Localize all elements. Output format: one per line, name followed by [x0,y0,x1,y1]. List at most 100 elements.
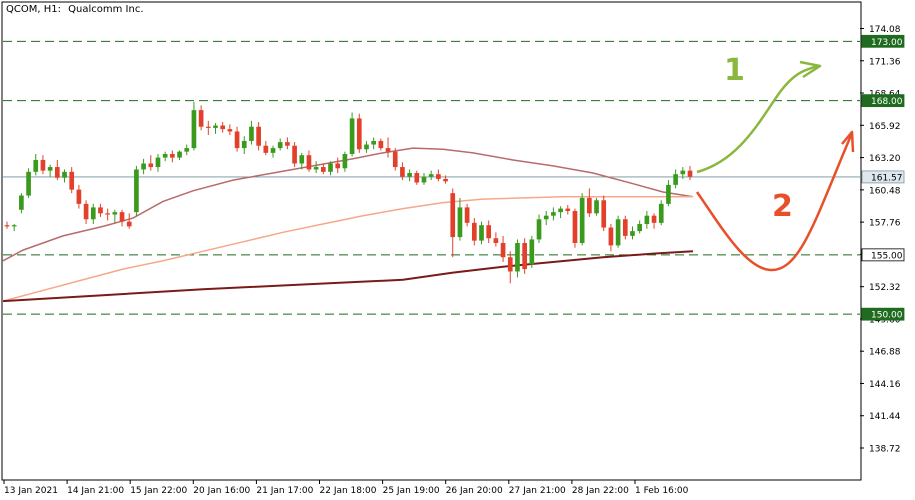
candle [119,209,125,227]
candle [680,167,686,179]
candle-body [421,176,427,183]
candle-body [565,208,571,211]
candle [536,214,542,243]
time-tick-label-10: 1 Feb 16:00 [635,486,689,496]
candle [241,136,247,155]
candle-body [522,242,527,270]
candle [673,169,678,189]
price-tick-label-6: 157.76 [869,219,901,229]
candle [112,209,118,223]
candle-body [443,178,448,182]
candle [601,195,607,232]
time-axis: 13 Jan 2021 14 Jan 21:00 15 Jan 22:00 20 Ja… [3,480,689,496]
candle-body [587,197,592,214]
candle [26,168,31,198]
scenario-annotations: 1 2 [695,53,855,272]
price-label-text-4: 150.00 [871,311,903,321]
candle [436,169,441,182]
candle [615,215,621,248]
candle-body [126,221,132,227]
price-tick-label-13: 138.72 [869,445,901,455]
candle-body [177,151,182,158]
candle-body [457,207,463,238]
candle [428,170,434,181]
candle-body [198,110,204,127]
candle-body [601,200,607,228]
price-label: 161.57 [861,170,905,183]
candle [515,239,520,278]
candle-body [256,126,261,146]
candle [83,200,89,225]
candle-body [285,142,290,146]
candle [234,126,240,152]
candle-body [277,142,283,149]
candle [256,121,261,151]
candle-body [90,207,96,220]
price-label-text-3: 155.00 [871,251,903,261]
candle [551,207,556,221]
scenario-2-label: 2 [772,189,793,224]
candle-body [342,154,348,169]
candle [313,161,319,173]
candle-body [536,219,542,240]
candle [371,137,376,150]
price-label: 155.00 [861,248,905,261]
moving-average-0 [2,147,694,262]
candle-body [579,197,585,243]
candle [644,210,650,229]
candle [177,150,182,160]
candle-body [33,159,39,172]
candle-body [529,239,535,265]
candle-body [220,125,226,130]
candle [11,224,17,232]
candle [105,208,110,221]
candle [630,226,635,240]
candle [47,164,53,177]
candle [507,251,513,284]
candle [335,157,341,173]
candle [666,180,671,207]
candle [378,138,384,151]
candle [227,124,233,136]
candle [349,112,355,157]
candle-body [292,145,297,164]
candle [637,220,643,234]
price-tick-label-0: 174.08 [869,25,901,35]
candle-body [385,148,391,152]
candle-body [335,163,341,169]
candle [270,145,276,158]
candle [464,203,470,227]
candle-body [356,118,362,150]
price-label: 173.00 [861,34,905,48]
price-label: 150.00 [861,307,905,321]
time-tick-label-5: 22 Jan 18:00 [320,486,377,496]
time-tick-label-3: 20 Jan 16:00 [193,486,250,496]
candle [69,167,75,194]
candle-body [500,242,506,258]
candle [658,200,664,226]
candle-body [572,210,578,243]
candle [263,140,269,156]
candle-body [673,174,678,185]
candle [54,159,60,181]
candle-body [148,163,154,168]
candle-body [321,167,326,172]
candle-body [637,224,643,232]
candle-body [170,154,175,158]
candle-body [40,159,46,171]
candle [522,238,527,274]
candle-body [407,172,412,177]
price-label-text-2: 161.57 [871,173,903,183]
candle [4,221,10,229]
price-tick-label-4: 163.20 [869,154,901,164]
candle [299,152,305,170]
candle-body [4,225,10,227]
candle-body [69,171,75,190]
candle-body [11,225,17,227]
candle [572,208,578,248]
candle [249,120,254,145]
scenario-2-arrow-curve [695,132,854,272]
price-tick-label-1: 171.36 [869,57,901,67]
candle-body [105,213,110,215]
